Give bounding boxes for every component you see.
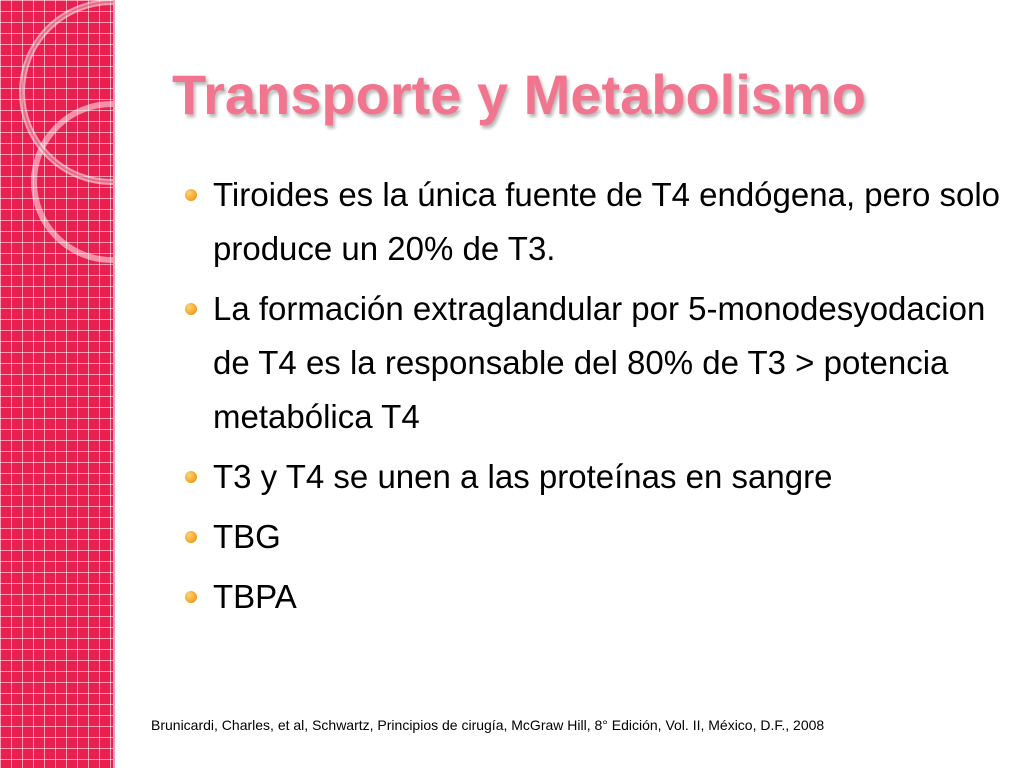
ring-inner [31,101,113,263]
bullet-list: Tiroides es la única fuente de T4 endóge… [185,168,1005,630]
citation-footer: Brunicardi, Charles, et al, Schwartz, Pr… [151,717,825,733]
bullet-text: TBG [213,518,281,555]
bullet-dot-icon [185,471,197,483]
decorative-rings [19,0,113,263]
bullet-item: La formación extraglandular por 5-monode… [185,282,1005,444]
bullet-text: La formación extraglandular por 5-monode… [213,290,986,435]
slide-title: Transporte y Metabolismo [172,63,866,126]
sidebar-edge-divider [113,0,115,768]
bullet-text: T3 y T4 se unen a las proteínas en sangr… [213,458,833,495]
bullet-dot-icon [185,189,197,201]
bullet-item: Tiroides es la única fuente de T4 endóge… [185,168,1005,276]
bullet-dot-icon [185,531,197,543]
bullet-dot-icon [185,591,197,603]
ring-outer [19,0,113,185]
bullet-dot-icon [185,303,197,315]
bullet-item: TBG [185,510,1005,564]
ring-outer-shadow [21,1,113,183]
bullet-item: T3 y T4 se unen a las proteínas en sangr… [185,450,1005,504]
decorative-sidebar [0,0,113,768]
bullet-text: Tiroides es la única fuente de T4 endóge… [213,176,1001,267]
bullet-text: TBPA [213,578,297,615]
bullet-item: TBPA [185,570,1005,624]
